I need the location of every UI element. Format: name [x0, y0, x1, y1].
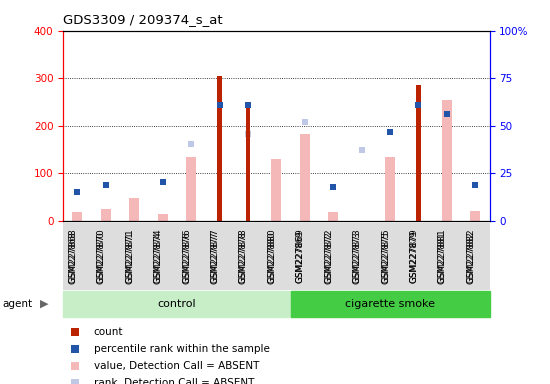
Text: GSM227871: GSM227871 — [125, 228, 134, 283]
Bar — [385, 157, 395, 221]
Text: GDS3309 / 209374_s_at: GDS3309 / 209374_s_at — [63, 13, 223, 26]
Text: percentile rank within the sample: percentile rank within the sample — [94, 344, 270, 354]
Text: GSM227868: GSM227868 — [68, 228, 78, 283]
Text: GSM227873: GSM227873 — [353, 231, 362, 283]
Text: GSM227868: GSM227868 — [68, 231, 78, 283]
Text: GSM227881: GSM227881 — [438, 228, 447, 283]
Text: GSM227882: GSM227882 — [466, 228, 475, 283]
Text: GSM227875: GSM227875 — [381, 228, 390, 283]
Text: GSM227872: GSM227872 — [324, 231, 333, 283]
Text: rank, Detection Call = ABSENT: rank, Detection Call = ABSENT — [94, 378, 254, 384]
Text: GSM227878: GSM227878 — [239, 228, 248, 283]
Text: GSM227880: GSM227880 — [267, 231, 276, 283]
Text: GSM227871: GSM227871 — [125, 231, 134, 283]
Text: GSM227879: GSM227879 — [409, 228, 419, 283]
Text: GSM227870: GSM227870 — [97, 231, 106, 283]
Bar — [442, 99, 452, 221]
Text: GSM227882: GSM227882 — [466, 231, 475, 283]
Text: GSM227876: GSM227876 — [182, 231, 191, 283]
Text: GSM227879: GSM227879 — [409, 231, 419, 283]
Bar — [217, 76, 222, 221]
Text: GSM227875: GSM227875 — [381, 231, 390, 283]
Bar — [300, 134, 310, 221]
Bar — [129, 198, 139, 221]
Bar — [73, 212, 82, 221]
Text: GSM227870: GSM227870 — [97, 228, 106, 283]
Bar — [246, 105, 250, 221]
Text: GSM227877: GSM227877 — [211, 228, 219, 283]
Text: GSM227881: GSM227881 — [438, 231, 447, 283]
Bar — [158, 214, 168, 221]
Bar — [63, 291, 290, 317]
Text: cigarette smoke: cigarette smoke — [345, 299, 435, 309]
Bar — [271, 159, 282, 221]
Text: ▶: ▶ — [40, 299, 48, 309]
Text: value, Detection Call = ABSENT: value, Detection Call = ABSENT — [94, 361, 259, 371]
Text: control: control — [158, 299, 196, 309]
Bar — [470, 211, 480, 221]
Text: GSM227878: GSM227878 — [239, 231, 248, 283]
Bar — [186, 157, 196, 221]
Text: GSM227873: GSM227873 — [353, 228, 362, 283]
Text: GSM227869: GSM227869 — [296, 231, 305, 283]
Text: GSM227872: GSM227872 — [324, 228, 333, 283]
Text: GSM227869: GSM227869 — [296, 228, 305, 283]
Text: count: count — [94, 327, 123, 337]
Text: GSM227876: GSM227876 — [182, 228, 191, 283]
Text: GSM227874: GSM227874 — [153, 231, 163, 283]
Text: GSM227874: GSM227874 — [153, 228, 163, 283]
Bar — [328, 212, 338, 221]
Text: GSM227880: GSM227880 — [267, 228, 276, 283]
Bar — [290, 291, 490, 317]
Text: GSM227877: GSM227877 — [211, 231, 219, 283]
Bar — [101, 209, 111, 221]
Bar — [416, 85, 421, 221]
Text: agent: agent — [3, 299, 33, 309]
